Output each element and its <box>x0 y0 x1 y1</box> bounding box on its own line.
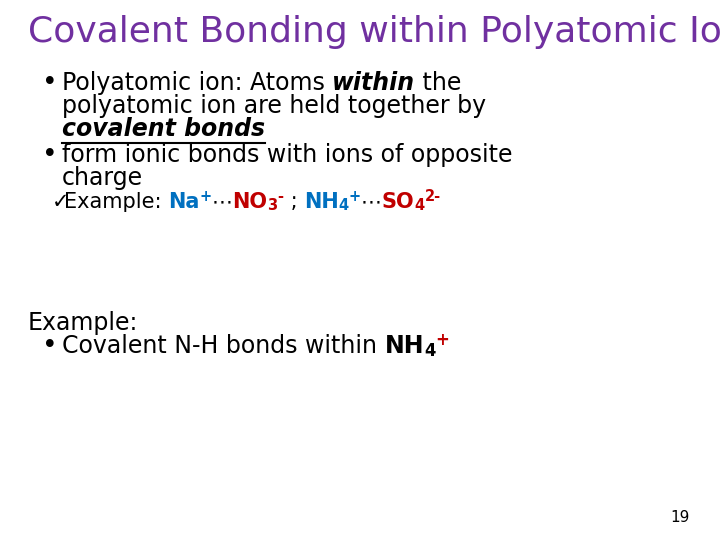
Text: -: - <box>278 189 284 204</box>
Text: ✓: ✓ <box>52 192 70 212</box>
Text: 4: 4 <box>338 198 348 213</box>
Text: charge: charge <box>62 166 143 190</box>
Text: •: • <box>42 70 58 96</box>
Text: Polyatomic ion: Atoms: Polyatomic ion: Atoms <box>62 71 333 95</box>
Text: Na: Na <box>168 192 199 212</box>
Text: •: • <box>42 333 58 359</box>
Text: SO: SO <box>382 192 415 212</box>
Text: within: within <box>333 71 415 95</box>
Text: NH: NH <box>304 192 338 212</box>
Text: ⋯: ⋯ <box>212 192 233 212</box>
Text: Covalent Bonding within Polyatomic Ions: Covalent Bonding within Polyatomic Ions <box>28 15 720 49</box>
Text: NO: NO <box>233 192 268 212</box>
Text: form ionic bonds with ions of opposite: form ionic bonds with ions of opposite <box>62 143 513 167</box>
Text: Example:: Example: <box>28 311 138 335</box>
Text: polyatomic ion are held together by: polyatomic ion are held together by <box>62 94 486 118</box>
Text: ⋯: ⋯ <box>361 192 382 212</box>
Text: 19: 19 <box>670 510 690 525</box>
Text: 4: 4 <box>415 198 425 213</box>
Text: Covalent N-H bonds within: Covalent N-H bonds within <box>62 334 384 358</box>
Text: +: + <box>199 189 212 204</box>
Text: 4: 4 <box>424 342 436 360</box>
Text: +: + <box>436 332 449 349</box>
Text: •: • <box>42 142 58 168</box>
Text: 2-: 2- <box>425 189 441 204</box>
Text: Example:: Example: <box>64 192 168 212</box>
Text: 3: 3 <box>268 198 278 213</box>
Text: ;: ; <box>284 192 304 212</box>
Text: NH: NH <box>384 334 424 358</box>
Text: +: + <box>348 189 361 204</box>
Text: covalent bonds: covalent bonds <box>62 117 265 141</box>
Text: the: the <box>415 71 462 95</box>
